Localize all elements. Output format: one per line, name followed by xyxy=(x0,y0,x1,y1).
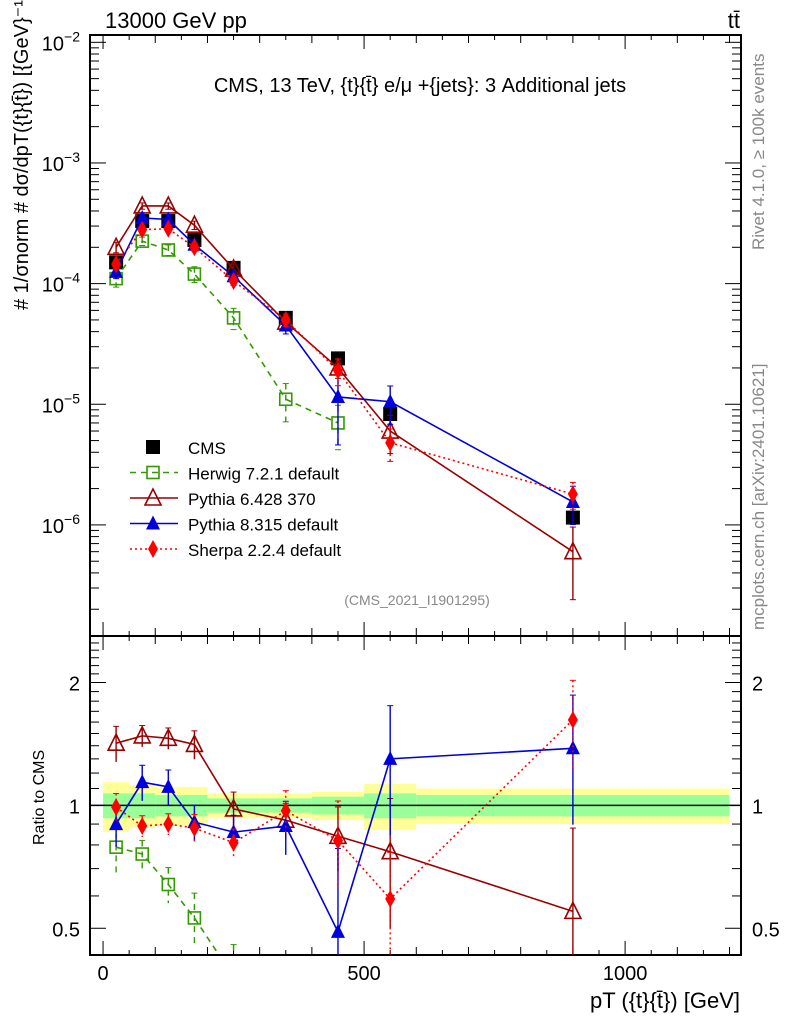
header-left-label: 13000 GeV pp xyxy=(105,8,247,33)
marker-open-triangle xyxy=(132,725,152,744)
marker-diamond xyxy=(385,433,396,452)
marker-diamond xyxy=(163,219,174,238)
ratio-series-herwig-7-2-1-default xyxy=(109,821,240,983)
marker-square xyxy=(146,440,160,454)
ratio-series-pythia-6-428-370 xyxy=(106,725,583,955)
marker-diamond xyxy=(111,798,122,817)
legend-item: Pythia 8.315 default xyxy=(130,515,339,535)
ratio-y-tick-label: 2 xyxy=(69,674,80,696)
marker-triangle xyxy=(135,774,150,789)
x-tick-label: 500 xyxy=(347,963,380,985)
marker-diamond xyxy=(137,220,148,239)
ratio-y-tick-label-right: 0.5 xyxy=(752,919,780,941)
ratio-panel-frame xyxy=(89,635,742,956)
marker-triangle xyxy=(109,816,124,831)
y-tick-label: 10−5 xyxy=(42,390,80,417)
marker-open-square xyxy=(187,911,202,925)
marker-diamond xyxy=(111,255,122,274)
marker-diamond xyxy=(567,710,578,729)
marker-triangle xyxy=(226,824,241,839)
mcplots-source-label: mcplots.cern.ch [arXiv:2401.10621] xyxy=(749,364,768,630)
marker-diamond xyxy=(567,485,578,504)
marker-diamond xyxy=(137,817,148,836)
marker-diamond xyxy=(228,833,239,852)
y-tick-label: 10−2 xyxy=(42,28,80,55)
marker-diamond xyxy=(228,272,239,291)
marker-open-triangle xyxy=(106,732,126,752)
legend-label: Sherpa 2.2.4 default xyxy=(188,541,341,560)
legend-item: Sherpa 2.2.4 default xyxy=(130,540,341,560)
x-tick-label: 1000 xyxy=(603,963,648,985)
y-tick-label: 10−4 xyxy=(42,270,80,297)
marker-open-square xyxy=(161,877,176,892)
rivet-version-label: Rivet 4.1.0, ≥ 100k events xyxy=(749,54,768,250)
marker-open-triangle xyxy=(106,236,126,256)
marker-open-square xyxy=(161,243,176,257)
header-right-label: tt̄ xyxy=(728,8,740,33)
ratio-series-pythia-8-315-default xyxy=(109,694,580,955)
marker-open-triangle xyxy=(185,733,204,753)
series-sherpa-2-2-4-default xyxy=(111,219,578,510)
marker-open-triangle xyxy=(159,727,178,747)
marker-open-triangle xyxy=(185,214,204,233)
marker-open-square xyxy=(135,847,150,861)
ratio-y-tick-label-right: 1 xyxy=(752,796,763,818)
marker-diamond xyxy=(189,238,200,257)
marker-open-square xyxy=(146,465,160,480)
plot-title: CMS, 13 TeV, {t}{t̄} e/μ +{jets}: 3 Addi… xyxy=(214,75,626,97)
y-tick-label: 10−3 xyxy=(42,149,80,176)
marker-triangle xyxy=(383,393,398,408)
marker-triangle xyxy=(383,750,398,765)
marker-diamond xyxy=(385,889,396,908)
x-tick-label: 0 xyxy=(97,963,108,985)
marker-open-square xyxy=(228,971,240,983)
ratio-line xyxy=(115,846,220,955)
marker-triangle xyxy=(161,778,176,793)
marker-triangle xyxy=(330,388,345,403)
marker-diamond xyxy=(332,831,343,850)
marker-triangle xyxy=(161,211,176,226)
marker-diamond xyxy=(280,310,291,329)
y-tick-label: 10−6 xyxy=(42,511,80,538)
series-line xyxy=(115,227,574,495)
marker-open-triangle xyxy=(143,487,163,506)
legend-label: Herwig 7.2.1 default xyxy=(188,465,339,484)
y-axis-label: # 1/σnorm # dσ/dpT({t}{t̄}) [{GeV}⁻¹] xyxy=(11,0,33,310)
ratio-y-axis-label: Ratio to CMS xyxy=(31,750,48,845)
marker-diamond xyxy=(148,540,158,558)
marker-diamond xyxy=(189,819,200,838)
legend-item: Pythia 6.428 370 xyxy=(130,487,316,509)
marker-open-triangle xyxy=(563,540,583,560)
ratio-y-tick-label: 0.5 xyxy=(52,919,80,941)
legend-item: CMS xyxy=(146,439,226,458)
marker-triangle xyxy=(278,818,293,833)
marker-triangle xyxy=(135,209,150,224)
x-axis-label: pT ({t}{t̄}) [GeV] xyxy=(590,988,740,1013)
marker-open-triangle xyxy=(563,900,583,920)
marker-open-square xyxy=(278,392,293,407)
ratio-y-tick-label: 1 xyxy=(69,796,80,818)
marker-open-square xyxy=(187,267,202,281)
analysis-id-label: (CMS_2021_I1901295) xyxy=(344,592,490,608)
marker-open-square xyxy=(226,311,241,325)
legend-item: Herwig 7.2.1 default xyxy=(130,465,339,484)
legend-label: Pythia 8.315 default xyxy=(188,516,339,535)
series-pythia-8-315-default xyxy=(109,209,580,526)
legend-label: Pythia 6.428 370 xyxy=(188,490,316,509)
marker-diamond xyxy=(332,361,343,380)
ratio-y-tick-label-right: 2 xyxy=(752,674,763,696)
marker-diamond xyxy=(163,815,174,834)
legend-label: CMS xyxy=(188,439,226,458)
marker-triangle xyxy=(146,515,160,530)
ratio-series-sherpa-2-2-4-default xyxy=(111,679,578,955)
marker-diamond xyxy=(280,801,291,820)
marker-triangle xyxy=(330,923,345,938)
